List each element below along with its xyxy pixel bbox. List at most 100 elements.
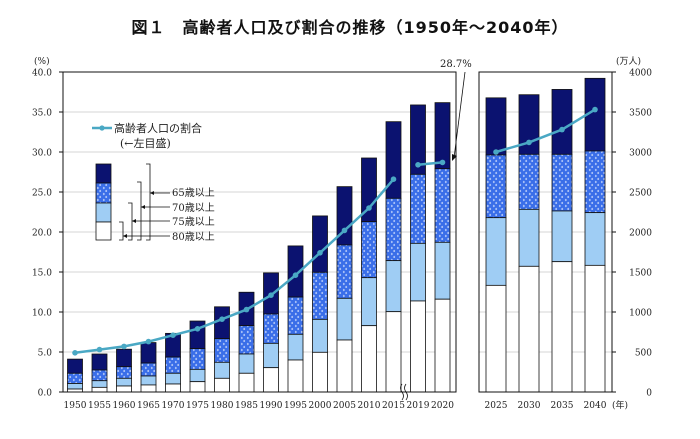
share-point	[268, 292, 274, 299]
bar-segment-80plus	[434, 298, 451, 393]
x-axis-tick-label: 1955	[88, 401, 111, 411]
bar-segment-75-79	[140, 375, 157, 386]
bar-segment-80plus	[263, 367, 279, 393]
right-axis-tick-label: 4000	[629, 69, 652, 79]
bar-segment-75-79	[238, 353, 255, 374]
x-axis-tick-label: 2020	[431, 401, 454, 411]
bar-segment-75-79	[91, 380, 108, 388]
legend-line-label: 高齢者人口の割合	[114, 121, 202, 135]
legend-swatch-75	[95, 202, 112, 223]
left-axis-tick-label: 5.0	[38, 349, 53, 359]
share-point	[592, 106, 598, 113]
legend-brackets	[119, 163, 151, 241]
share-point	[145, 338, 152, 345]
legend-swatch-70	[95, 182, 112, 204]
x-axis-tick-label: 1995	[284, 401, 307, 411]
share-point	[96, 346, 103, 353]
x-axis-tick-label: 2030	[518, 401, 541, 411]
bar-segment-70-74	[189, 348, 206, 370]
bar-segment-70-74	[287, 296, 304, 335]
annotation-arrowhead	[452, 154, 457, 161]
x-axis-tick-label: 2040	[584, 401, 607, 411]
bar-segment-70-74	[91, 369, 108, 382]
legend-label-70: 70歳以上	[172, 202, 215, 214]
x-axis-tick-label: 1960	[113, 401, 136, 411]
legend-label-65: 65歳以上	[172, 187, 215, 199]
x-axis-tick-label: 2025	[485, 401, 508, 411]
right-axis-tick-label: 2500	[629, 189, 652, 199]
x-axis-tick-label: 2035	[551, 401, 574, 411]
bar-segment-65-69	[189, 320, 206, 350]
bar-segment-75-79	[263, 342, 279, 369]
left-axis-tick-label: 35.0	[32, 109, 52, 119]
share-point	[72, 350, 78, 356]
annotation-arrow	[453, 71, 466, 159]
x-axis-tick-label: 1980	[211, 401, 234, 411]
bar-segment-70-74	[165, 356, 181, 374]
bar-segment-80plus	[410, 300, 426, 393]
share-point	[219, 316, 225, 323]
bar-segment-70-74	[263, 313, 279, 344]
right-axis-tick-label: 1500	[629, 269, 652, 279]
bar-segment-70-74	[67, 372, 83, 384]
bar-segment-75-79	[518, 208, 540, 267]
bar-segment-75-79	[434, 241, 451, 300]
share-line-segment	[495, 108, 596, 154]
bar-segment-80plus	[116, 385, 132, 393]
right-axis-tick-label: 0	[646, 389, 652, 399]
bar-segment-80plus	[584, 264, 606, 393]
bar-segment-80plus	[361, 325, 377, 393]
left-axis-tick-label: 15.0	[32, 269, 52, 279]
bar-segment-70-74	[584, 150, 606, 214]
x-axis-tick-label: 2000	[309, 401, 332, 411]
left-axis-tick-label: 40.0	[32, 69, 52, 79]
bar-segment-75-79	[485, 217, 507, 286]
right-axis-tick-label: 2000	[629, 229, 652, 239]
bar-segment-80plus	[312, 351, 328, 393]
bar-segment-80plus	[385, 311, 402, 393]
x-axis-tick-label: 1985	[235, 401, 258, 411]
bar-segment-75-79	[67, 383, 83, 390]
legend-label-80: 80歳以上	[172, 231, 215, 243]
bar-segment-75-79	[312, 318, 328, 353]
bar-segment-75-79	[385, 260, 402, 313]
share-point	[243, 306, 250, 313]
bar-segment-70-74	[238, 325, 255, 355]
right-axis-tick-label: 500	[635, 349, 652, 359]
share-point	[341, 227, 348, 234]
share-line-segment	[74, 178, 395, 355]
bar-segment-75-79	[584, 212, 606, 266]
bar-segment-70-74	[116, 366, 132, 379]
legend-swatch-80	[95, 221, 112, 241]
share-point	[292, 272, 299, 279]
bar-segment-80plus	[336, 339, 353, 393]
bar-segment-80plus	[140, 384, 157, 393]
bar-segment-80plus	[189, 381, 206, 393]
legend-arrowheads	[123, 191, 154, 238]
x-axis-tick-label: 2015	[382, 401, 405, 411]
x-axis-tick-label: 1950	[64, 401, 87, 411]
bar-segment-80plus	[165, 383, 181, 393]
bar-segment-65-69	[214, 306, 230, 340]
bar-segment-75-79	[165, 372, 181, 385]
bar-segment-75-79	[214, 361, 230, 379]
bar-segment-70-74	[551, 153, 573, 212]
bar-segment-80plus	[485, 284, 507, 393]
bar-segment-75-79	[287, 333, 304, 361]
legend-line-marker	[99, 125, 105, 131]
bar-segment-75-79	[551, 210, 573, 263]
left-axis-tick-label: 0.0	[38, 389, 53, 399]
right-axis-unit: (万人)	[616, 56, 641, 67]
left-axis-tick-label: 30.0	[32, 149, 52, 159]
right-axis-tick-label: 1000	[629, 309, 652, 319]
annotation-label: 28.7%	[440, 59, 472, 70]
bar-segment-65-69	[551, 89, 573, 155]
bar-segment-75-79	[361, 277, 377, 327]
x-axis-tick-label: 2010	[358, 401, 381, 411]
legend-swatch-65	[95, 163, 112, 184]
left-axis-unit: (%)	[34, 56, 50, 67]
share-point	[194, 326, 201, 332]
bar-segment-65-69	[91, 353, 108, 371]
share-point	[439, 159, 446, 166]
